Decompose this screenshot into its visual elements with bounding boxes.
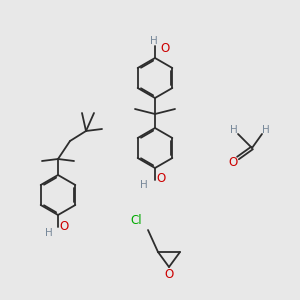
Text: O: O [164,268,174,281]
Text: O: O [156,172,165,184]
Text: O: O [59,220,68,233]
Text: H: H [230,125,238,135]
Text: H: H [140,180,148,190]
Text: Cl: Cl [130,214,142,226]
Text: H: H [45,228,53,238]
Text: H: H [150,36,158,46]
Text: H: H [262,125,270,135]
Text: O: O [160,43,169,56]
Text: O: O [228,157,238,169]
